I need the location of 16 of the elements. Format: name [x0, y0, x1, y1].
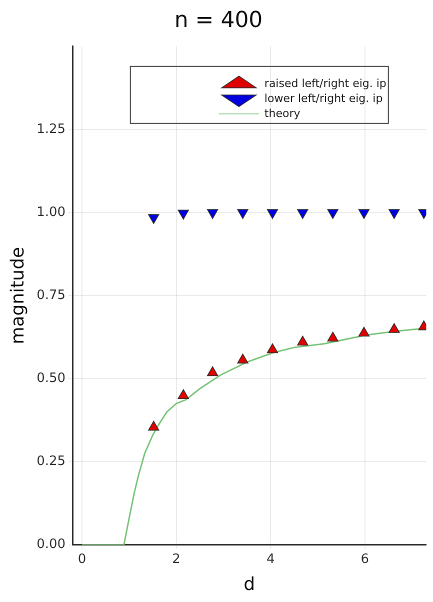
- x-tick-label: 4: [266, 552, 275, 567]
- x-axis-title: d: [244, 574, 256, 595]
- y-tick-label: 1.00: [36, 204, 66, 220]
- y-tick-label: 0.75: [36, 288, 66, 303]
- x-tick-label: 2: [172, 552, 180, 567]
- legend-label: lower left/right eig. ip: [264, 92, 383, 105]
- legend-label: theory: [264, 106, 301, 120]
- y-tick-label: 0.25: [36, 454, 66, 470]
- x-tick-label: 6: [360, 552, 370, 567]
- legend-label: raised left/right eig. ip: [264, 76, 386, 90]
- x-tick-label: 0: [78, 552, 86, 567]
- y-tick-label: 0.50: [36, 371, 66, 386]
- y-tick-label: 0.00: [36, 537, 66, 552]
- y-axis-title: magnitude: [7, 246, 28, 344]
- chart-title: n = 400: [174, 8, 263, 33]
- y-tick-label: 1.25: [36, 122, 66, 137]
